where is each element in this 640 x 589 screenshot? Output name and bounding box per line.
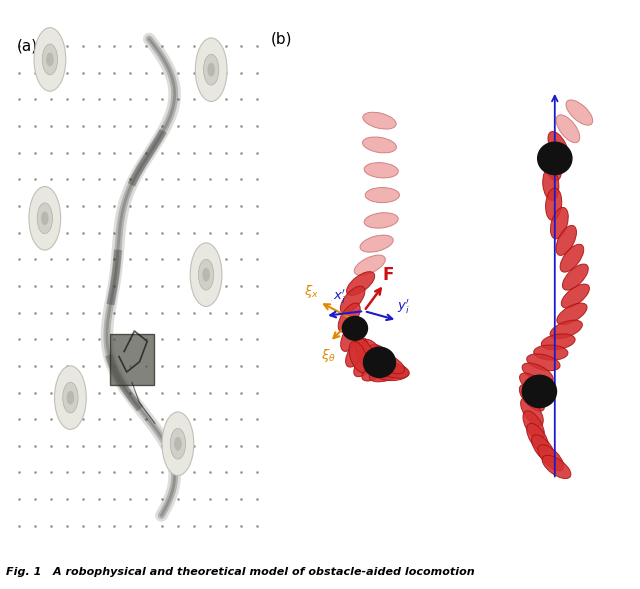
Ellipse shape <box>527 354 560 370</box>
Circle shape <box>538 142 572 174</box>
Ellipse shape <box>374 366 408 380</box>
Text: Fig. 1   A robophysical and theoretical model of obstacle-aided locomotion: Fig. 1 A robophysical and theoretical mo… <box>6 567 475 577</box>
Ellipse shape <box>374 353 404 374</box>
Ellipse shape <box>541 334 575 350</box>
Ellipse shape <box>550 207 568 239</box>
Ellipse shape <box>340 286 365 313</box>
Ellipse shape <box>550 320 582 339</box>
Ellipse shape <box>542 455 571 478</box>
Ellipse shape <box>560 244 584 272</box>
Circle shape <box>208 64 214 76</box>
Circle shape <box>342 316 367 340</box>
Ellipse shape <box>355 339 375 369</box>
Ellipse shape <box>532 435 555 462</box>
Ellipse shape <box>364 163 398 178</box>
Ellipse shape <box>566 100 593 125</box>
Circle shape <box>47 53 53 65</box>
Ellipse shape <box>349 342 367 372</box>
Circle shape <box>63 382 78 413</box>
Ellipse shape <box>543 149 561 181</box>
Ellipse shape <box>362 137 396 153</box>
Text: F: F <box>382 266 394 284</box>
Ellipse shape <box>346 272 374 296</box>
Text: $x_i'$: $x_i'$ <box>333 287 347 306</box>
Text: $y_i'$: $y_i'$ <box>397 298 411 316</box>
Circle shape <box>195 38 227 101</box>
Circle shape <box>204 54 219 85</box>
Text: (a): (a) <box>17 39 38 54</box>
Ellipse shape <box>561 284 589 308</box>
Circle shape <box>364 347 396 378</box>
Circle shape <box>522 375 557 408</box>
Circle shape <box>42 44 58 75</box>
Circle shape <box>67 392 74 404</box>
Ellipse shape <box>557 303 587 325</box>
Circle shape <box>162 412 194 475</box>
Ellipse shape <box>556 226 577 256</box>
Ellipse shape <box>354 350 379 377</box>
Circle shape <box>37 203 52 234</box>
Ellipse shape <box>360 235 393 252</box>
Ellipse shape <box>338 303 360 332</box>
Ellipse shape <box>527 423 548 452</box>
FancyBboxPatch shape <box>110 333 154 385</box>
Ellipse shape <box>362 359 392 381</box>
Ellipse shape <box>543 168 559 200</box>
Ellipse shape <box>340 322 361 352</box>
Ellipse shape <box>556 115 580 143</box>
Circle shape <box>170 428 186 459</box>
Ellipse shape <box>522 363 553 383</box>
Ellipse shape <box>369 365 402 382</box>
Ellipse shape <box>519 385 545 411</box>
Ellipse shape <box>354 255 385 275</box>
Ellipse shape <box>520 373 548 397</box>
Ellipse shape <box>369 345 396 369</box>
Ellipse shape <box>523 411 545 440</box>
Circle shape <box>42 212 48 224</box>
Ellipse shape <box>346 338 367 367</box>
Circle shape <box>54 366 86 429</box>
Circle shape <box>203 269 209 281</box>
Circle shape <box>29 187 61 250</box>
Circle shape <box>34 28 66 91</box>
Ellipse shape <box>548 131 568 161</box>
Ellipse shape <box>538 445 564 471</box>
Ellipse shape <box>563 264 588 290</box>
Ellipse shape <box>362 339 385 368</box>
Text: (b): (b) <box>271 32 292 47</box>
Ellipse shape <box>376 362 410 378</box>
Ellipse shape <box>545 188 562 220</box>
Ellipse shape <box>365 187 399 203</box>
Text: $\xi_\theta$: $\xi_\theta$ <box>321 348 336 365</box>
Text: $\xi_x$: $\xi_x$ <box>304 283 319 300</box>
Circle shape <box>198 259 214 290</box>
Circle shape <box>175 438 181 450</box>
Ellipse shape <box>534 345 568 360</box>
Ellipse shape <box>520 398 543 426</box>
Ellipse shape <box>363 112 396 129</box>
Circle shape <box>190 243 222 306</box>
Ellipse shape <box>364 213 398 228</box>
